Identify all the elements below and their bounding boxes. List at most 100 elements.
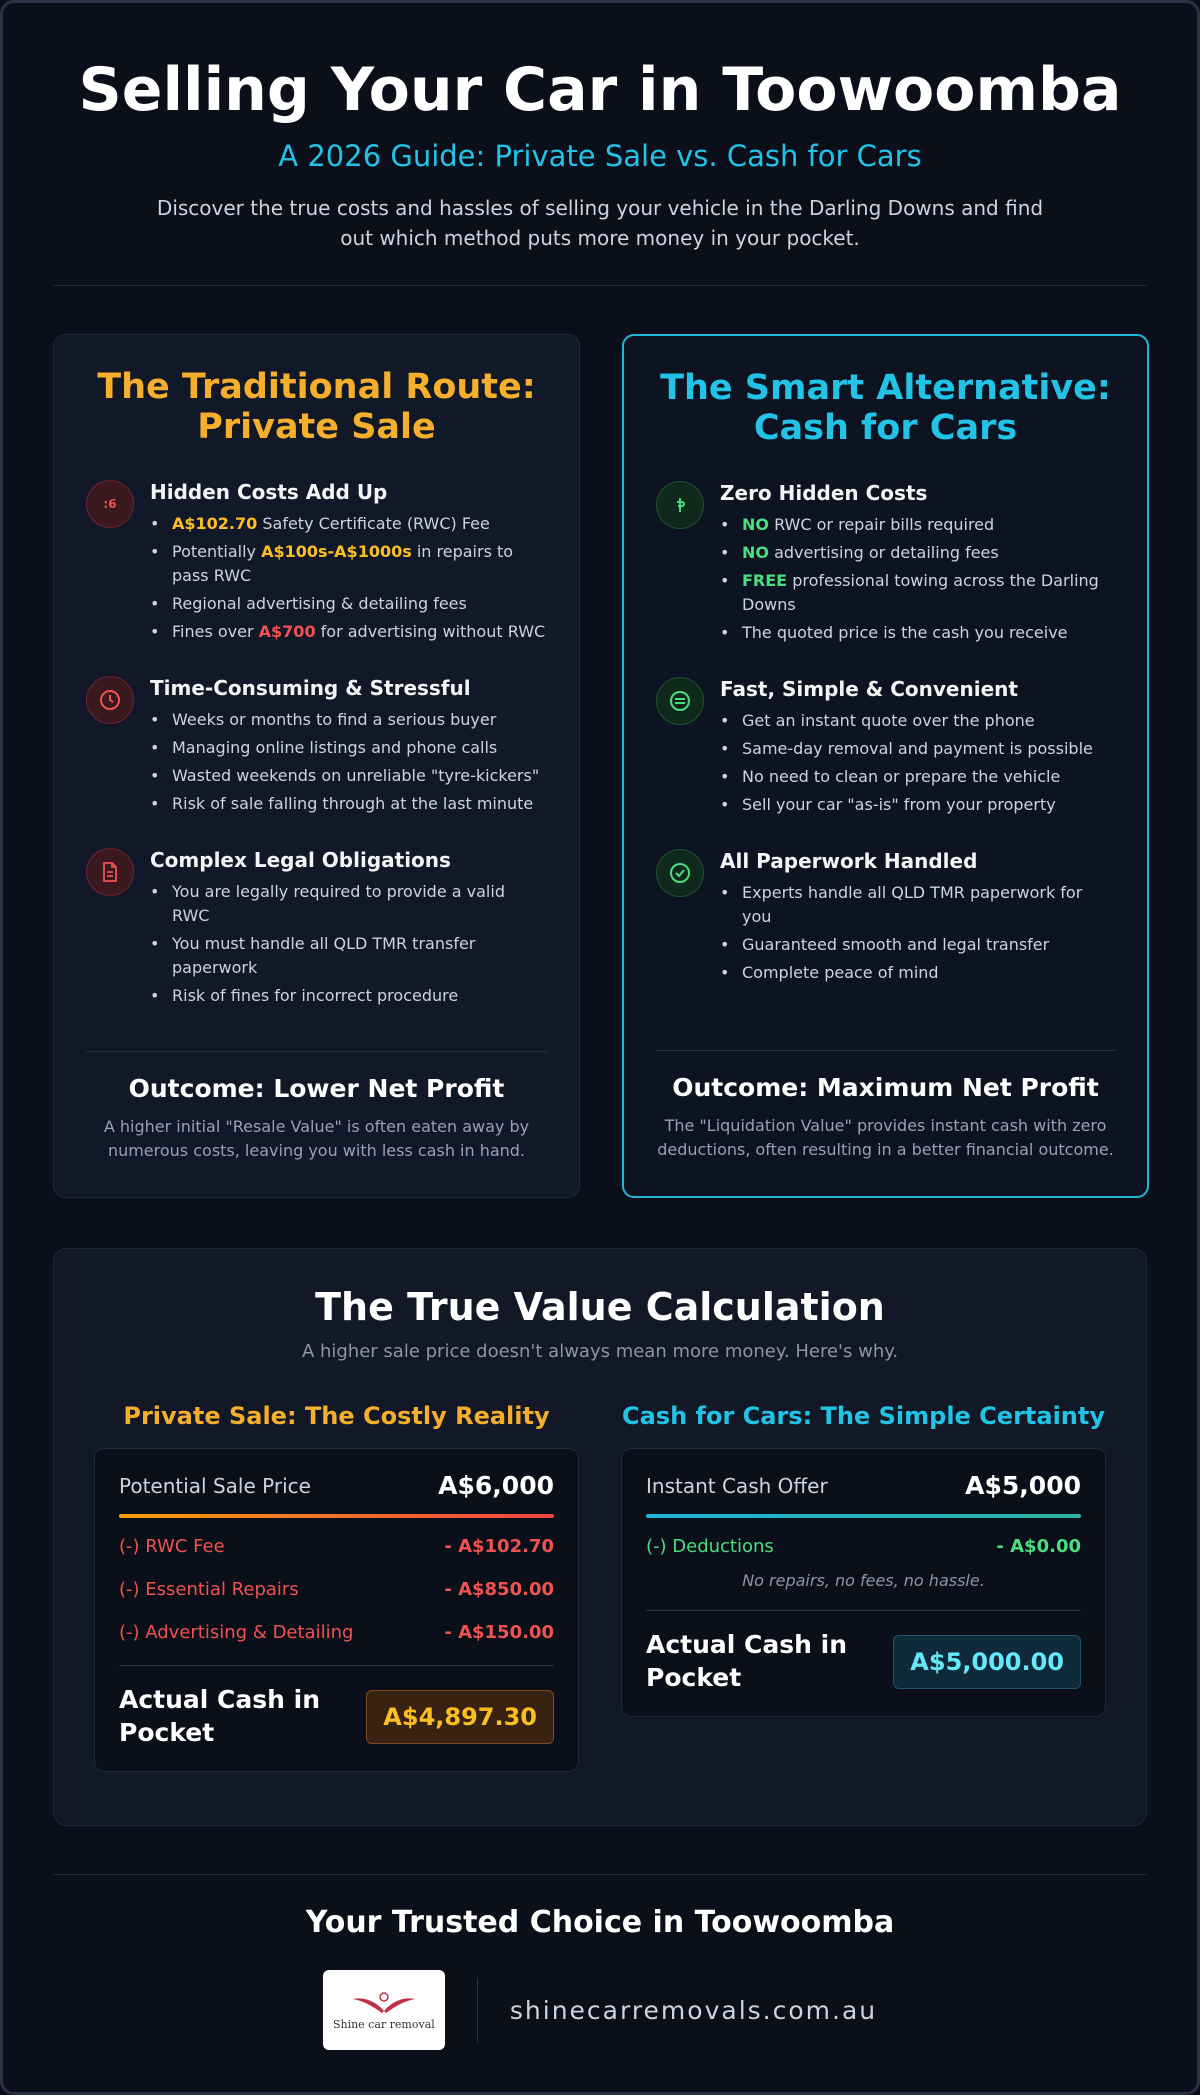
section-heading: Time-Consuming & Stressful bbox=[150, 675, 471, 700]
bullet-list: You are legally required to provide a va… bbox=[150, 880, 547, 1008]
divider bbox=[53, 1874, 1147, 1875]
section-body: All Paperwork Handled Experts handle all … bbox=[720, 849, 1115, 989]
deduction-row: (-) RWC Fee - A$102.70 bbox=[119, 1536, 554, 1557]
section: All Paperwork Handled Experts handle all … bbox=[656, 848, 1115, 989]
bullet: Experts handle all QLD TMR paperwork for… bbox=[720, 881, 1115, 929]
bullet: You must handle all QLD TMR transfer pap… bbox=[150, 932, 547, 980]
section-body: Complex Legal Obligations You are legally… bbox=[150, 848, 547, 1012]
price-value: A$6,000 bbox=[438, 1471, 554, 1500]
bullet-list: Get an instant quote over the phone Same-… bbox=[720, 709, 1093, 817]
price-value: A$5,000 bbox=[965, 1471, 1081, 1500]
deduction-label: (-) RWC Fee bbox=[119, 1536, 225, 1557]
bullet: Get an instant quote over the phone bbox=[720, 709, 1093, 733]
highlight: NO bbox=[742, 542, 769, 562]
calc-box: Potential Sale Price A$6,000 (-) RWC Fee - … bbox=[94, 1448, 579, 1772]
svg-text::6: :6 bbox=[103, 497, 116, 511]
bullet: Regional advertising & detailing fees bbox=[150, 592, 547, 616]
text: Fines over bbox=[172, 621, 259, 641]
text: advertising or detailing fees bbox=[769, 542, 999, 562]
highlight: FREE bbox=[742, 570, 788, 590]
text: Sell your car "as-is" from your property bbox=[742, 794, 1056, 814]
text: Managing online listings and phone calls bbox=[172, 737, 498, 757]
bullet: NO RWC or repair bills required bbox=[720, 513, 1115, 537]
total-value: A$5,000.00 bbox=[893, 1634, 1081, 1689]
calc-subtitle: A higher sale price doesn't always mean … bbox=[301, 1341, 899, 1362]
logo-wings bbox=[352, 1992, 415, 2013]
text: Complete peace of mind bbox=[742, 962, 939, 982]
bullet: Managing online listings and phone calls bbox=[150, 736, 539, 760]
separator bbox=[476, 1978, 478, 2042]
total-label: Actual Cash in Pocket bbox=[646, 1630, 848, 1692]
text: RWC or repair bills required bbox=[769, 514, 995, 534]
bullet: Same-day removal and payment is possible bbox=[720, 737, 1093, 761]
deduction-amount: - A$150.00 bbox=[444, 1622, 554, 1643]
page-title: Selling Your Car in Toowoomba bbox=[78, 55, 1122, 125]
outcome: Outcome: Maximum Net Profit The "Liquidat… bbox=[656, 1050, 1115, 1162]
accent-bar bbox=[646, 1514, 1081, 1518]
section: Zero Hidden Costs NO RWC or repair bills … bbox=[656, 480, 1115, 649]
deduction-label: (-) Deductions bbox=[646, 1536, 774, 1557]
text: Safety Certificate (RWC) Fee bbox=[257, 513, 490, 533]
bullet: Weeks or months to find a serious buyer bbox=[150, 708, 539, 732]
outcome-text: A higher initial "Resale Value" is often… bbox=[103, 1117, 530, 1160]
deduction-amount: - A$850.00 bbox=[444, 1579, 554, 1600]
page-intro: Discover the true costs and hassles of s… bbox=[156, 196, 1044, 250]
section-body: Hidden Costs Add Up A$102.70 Safety Certi… bbox=[150, 480, 547, 648]
icon bbox=[656, 848, 704, 897]
bullet-list: Weeks or months to find a serious buyer M… bbox=[150, 708, 539, 816]
bullet: A$102.70 Safety Certificate (RWC) Fee bbox=[150, 512, 547, 536]
text: in repairs to pass RWC bbox=[172, 541, 514, 585]
section: :6 Hidden Costs Add Up A$102.70 Safety Cer… bbox=[86, 479, 547, 648]
icon bbox=[86, 847, 134, 896]
text: You are legally required to provide a va… bbox=[172, 881, 505, 925]
card-title: The Traditional Route: Private Sale bbox=[97, 367, 536, 448]
bullet: Complete peace of mind bbox=[720, 961, 1115, 985]
price-label: Potential Sale Price bbox=[119, 1473, 311, 1498]
text: The quoted price is the cash you receive bbox=[742, 622, 1068, 642]
text: You must handle all QLD TMR transfer pap… bbox=[172, 933, 476, 977]
icon bbox=[656, 480, 704, 529]
private-card: The Traditional Route: Private Sale :6 Hid… bbox=[53, 334, 580, 1198]
text: Experts handle all QLD TMR paperwork for… bbox=[742, 882, 1083, 926]
calc-title: The True Value Calculation bbox=[315, 1285, 885, 1329]
cash-calc: Cash for Cars: The Simple Certainty Insta… bbox=[621, 1402, 1106, 1717]
total-value: A$4,897.30 bbox=[366, 1689, 554, 1744]
website-link[interactable]: shinecarremovals.com.au bbox=[509, 1995, 878, 2025]
text: Potentially bbox=[172, 541, 262, 561]
section-body: Fast, Simple & Convenient Get an instant … bbox=[720, 677, 1093, 821]
total-row: Actual Cash in Pocket A$4,897.30 bbox=[119, 1665, 554, 1749]
private-calc: Private Sale: The Costly Reality Potentia… bbox=[94, 1402, 579, 1772]
text: Risk of fines for incorrect procedure bbox=[172, 985, 459, 1005]
icon: :6 bbox=[86, 479, 134, 528]
section-heading: Fast, Simple & Convenient bbox=[720, 676, 1018, 701]
page-subtitle: A 2026 Guide: Private Sale vs. Cash for … bbox=[278, 139, 922, 173]
calc-heading: Private Sale: The Costly Reality bbox=[123, 1402, 550, 1430]
bullet: Guaranteed smooth and legal transfer bbox=[720, 933, 1115, 957]
section: Complex Legal Obligations You are legally… bbox=[86, 847, 547, 1012]
outcome: Outcome: Lower Net Profit A higher initia… bbox=[86, 1051, 547, 1163]
bullet: Risk of fines for incorrect procedure bbox=[150, 984, 547, 1008]
text: Weeks or months to find a serious buyer bbox=[172, 709, 497, 729]
calculation: The True Value Calculation A higher sale … bbox=[53, 1248, 1147, 1826]
section: Fast, Simple & Convenient Get an instant … bbox=[656, 676, 1115, 821]
total-label: Actual Cash in Pocket bbox=[119, 1685, 321, 1747]
bullet: Sell your car "as-is" from your property bbox=[720, 793, 1093, 817]
total-row: Actual Cash in Pocket A$5,000.00 bbox=[646, 1610, 1081, 1694]
bullet: The quoted price is the cash you receive bbox=[720, 621, 1115, 645]
text: professional towing across the Darling D… bbox=[742, 570, 1099, 614]
section-heading: All Paperwork Handled bbox=[720, 848, 978, 873]
card-title: The Smart Alternative: Cash for Cars bbox=[660, 368, 1111, 449]
bullet: Risk of sale falling through at the last… bbox=[150, 792, 539, 816]
bullet-list: Experts handle all QLD TMR paperwork for… bbox=[720, 881, 1115, 985]
footer-row: Shine car removal shinecarremovals.com.au bbox=[53, 1970, 1147, 2050]
icon bbox=[86, 675, 134, 724]
section-heading: Complex Legal Obligations bbox=[150, 847, 451, 872]
text: Wasted weekends on unreliable "tyre-kick… bbox=[172, 765, 540, 785]
logo-text: Shine car removal bbox=[332, 2018, 435, 2031]
price-row: Potential Sale Price A$6,000 bbox=[119, 1471, 554, 1500]
text: Get an instant quote over the phone bbox=[742, 710, 1035, 730]
bullet: Fines over A$700 for advertising without… bbox=[150, 620, 547, 644]
price-label: Instant Cash Offer bbox=[646, 1473, 828, 1498]
highlight: A$102.70 bbox=[172, 513, 258, 533]
